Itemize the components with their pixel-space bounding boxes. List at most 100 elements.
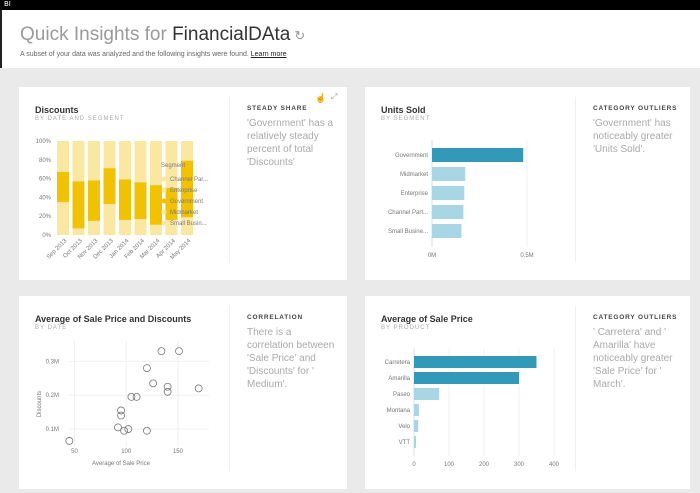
category-label: Velo	[398, 424, 410, 430]
page-subtitle: A subset of your data was analyzed and t…	[20, 51, 287, 58]
scatter-point	[124, 425, 133, 433]
scatter-point	[163, 387, 172, 396]
insight-type: CORRELATION	[247, 314, 303, 321]
card-title: Average of Sale Price	[381, 314, 473, 324]
insight-type: STEADY SHARE	[247, 105, 308, 112]
x-tick-label: 100	[121, 449, 132, 455]
scatter-point	[132, 392, 141, 401]
category-label: Carretera	[385, 360, 411, 366]
y-tick-label: 60%	[39, 177, 52, 183]
legend-marker	[161, 220, 167, 226]
legend-label: Small Busin...	[170, 221, 207, 227]
bar-chart: 0 100 200 300 400 Carretera Amarilla Paseo Monta…	[385, 348, 560, 468]
x-tick-label: 150	[173, 449, 184, 455]
scatter-chart: 0.1M 0.2M 0.3M 50 100 150 Average of Sale Pric…	[37, 341, 209, 467]
bar	[414, 372, 519, 384]
pointer-cursor-icon: ☝	[315, 93, 327, 103]
legend-marker	[161, 176, 167, 182]
category-label: Amarilla	[388, 376, 410, 382]
card-subtitle: BY DATE AND SEGMENT	[35, 116, 125, 122]
learn-more-link[interactable]: Learn more	[250, 51, 287, 58]
x-axis-label: Average of Sale Price	[92, 461, 151, 467]
bar	[432, 224, 462, 238]
bar-segment-government	[165, 188, 178, 220]
bar-segment-government	[103, 168, 116, 204]
divider	[575, 306, 576, 471]
bar-segment-government	[72, 181, 85, 229]
scatter-point	[143, 364, 151, 372]
bar	[414, 388, 440, 400]
insight-card-sale-price[interactable]: 0 100 200 300 400 Carretera Amarilla Paseo Monta…	[365, 296, 690, 489]
legend-marker	[161, 187, 167, 193]
scatter-point	[117, 406, 125, 415]
scatter-point	[114, 423, 122, 432]
y-tick-label: 0%	[42, 233, 51, 239]
app-name: BI	[4, 0, 11, 8]
insight-type: CATEGORY OUTLIERS	[593, 314, 678, 321]
card-title: Average of Sale Price and Discounts	[35, 314, 192, 324]
x-tick-label: 200	[479, 462, 490, 468]
dataset-name: FinancialDAta	[172, 24, 291, 45]
category-label: Channel Part...	[388, 210, 428, 216]
y-tick-label: 40%	[39, 195, 52, 201]
x-tick-label: 0	[412, 462, 416, 468]
bar-segment-government	[150, 185, 162, 225]
insight-card-correlation[interactable]: 0.1M 0.2M 0.3M 50 100 150 Average of Sale Pric…	[19, 296, 347, 489]
bar-segment-government	[88, 180, 100, 221]
insight-card-units-sold[interactable]: 0M 0.5M Government Midmarket Enterprise Chann…	[365, 87, 690, 280]
legend-label: Midmarket	[170, 210, 198, 216]
x-tick-label: 0M	[428, 253, 436, 259]
app-bar: BI	[0, 0, 700, 10]
y-tick-label: 0.3M	[46, 359, 59, 365]
bar-segment-government	[119, 179, 131, 220]
bar-segment-government	[57, 172, 69, 203]
divider	[229, 306, 230, 471]
legend-marker	[161, 198, 167, 204]
x-tick-label: 50	[71, 449, 78, 455]
scatter-point	[127, 392, 136, 401]
y-tick-label: 0.2M	[46, 393, 59, 399]
category-label: Paseo	[393, 392, 411, 398]
divider	[575, 97, 576, 262]
insight-text: 'Government' has a relatively steady per…	[247, 118, 334, 168]
scatter-point	[163, 382, 172, 391]
scatter-point	[117, 411, 125, 420]
y-axis-label: Discounts	[37, 391, 43, 417]
card-title: Discounts	[35, 105, 79, 115]
bar	[432, 167, 466, 181]
insight-text: 'Government' has noticeably greater 'Uni…	[593, 118, 673, 155]
bar-chart: 0M 0.5M Government Midmarket Enterprise Chann…	[388, 140, 534, 259]
bar-segment-government	[134, 182, 147, 220]
bar	[414, 436, 417, 448]
scatter-point	[65, 437, 74, 445]
y-tick-label: 80%	[39, 158, 52, 164]
bar	[432, 148, 524, 162]
category-label: Midmarket	[400, 172, 428, 178]
legend-label: Enterprise	[170, 188, 198, 194]
card-subtitle: BY PRODUCT	[381, 325, 431, 331]
refresh-icon[interactable]: ↻	[294, 28, 306, 43]
category-label: Montana	[387, 408, 411, 414]
scatter-point	[157, 347, 166, 356]
card-subtitle: BY SEGMENT	[381, 116, 431, 122]
card-subtitle: BY DATE	[35, 325, 68, 331]
divider	[229, 97, 230, 262]
page-title: Quick Insights for FinancialDAta ↻	[20, 24, 306, 45]
scatter-point	[143, 426, 151, 435]
legend-title: Segment	[161, 163, 185, 169]
category-label: Enterprise	[401, 191, 429, 197]
legend-marker	[161, 209, 167, 215]
category-label: Government	[395, 153, 428, 159]
scatter-point	[149, 379, 158, 388]
scatter-point	[194, 384, 203, 393]
legend-label: Channel Par...	[170, 177, 208, 183]
x-tick-label: 0.5M	[520, 253, 533, 259]
y-tick-label: 100%	[36, 139, 52, 145]
insight-text: ' Carretera' and ' Amarilla' have notice…	[593, 327, 673, 390]
expand-icon[interactable]: ⤢	[331, 92, 338, 101]
x-tick-label: 300	[514, 462, 525, 468]
scatter-point	[120, 426, 129, 435]
insight-card-discounts[interactable]: 0% 20% 40% 60% 80% 100% Sep 2013 Oct 2013 Nov 20…	[19, 87, 347, 280]
bar-segment-government	[181, 160, 193, 218]
